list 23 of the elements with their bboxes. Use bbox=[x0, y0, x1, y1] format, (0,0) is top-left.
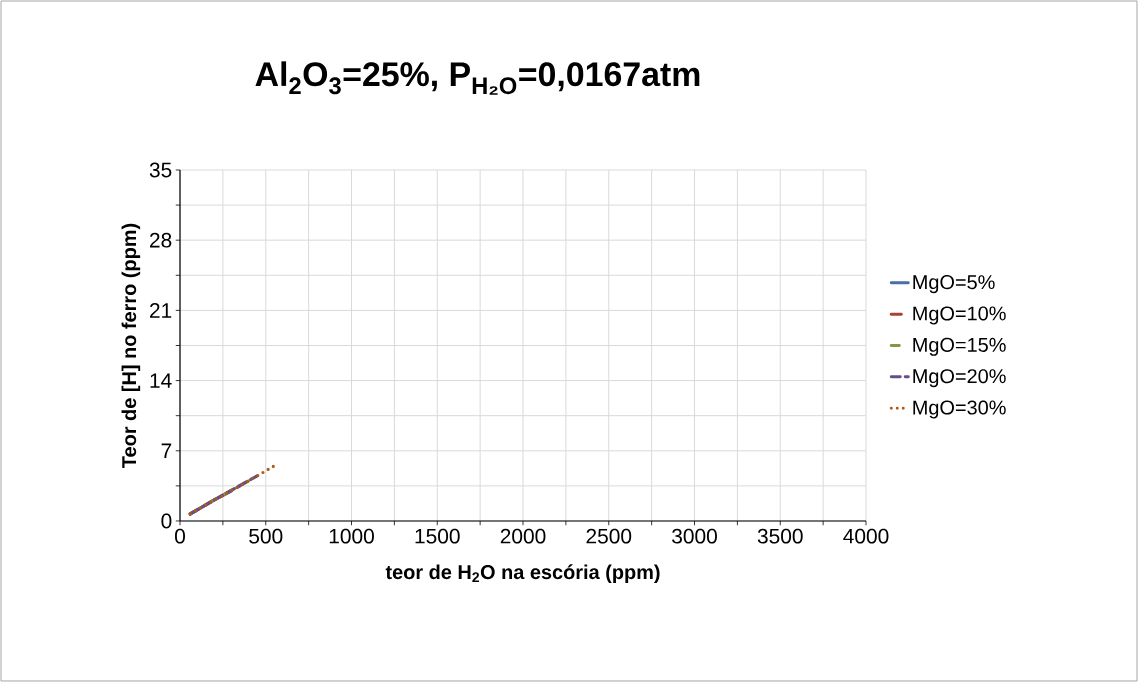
x-tick-label: 3000 bbox=[672, 528, 717, 544]
x-tick-label: 4000 bbox=[843, 528, 889, 544]
legend-label: MgO=10% bbox=[913, 306, 1006, 325]
x-axis-title: teor de H$_{2}$O na escória (ppm) bbox=[385, 564, 660, 584]
x-tick-label: 1500 bbox=[415, 528, 460, 544]
x-tick-label: 0 bbox=[175, 528, 185, 544]
x-tick-label: 3500 bbox=[757, 528, 803, 544]
x-tick-label: 500 bbox=[249, 528, 283, 544]
y-tick-label: 0 bbox=[161, 513, 172, 529]
y-tick-label: 35 bbox=[149, 162, 172, 178]
chart-title: Al$_{2}$O$_{3}$=25%, P$_{H₂O}$=0,0167atm bbox=[255, 61, 700, 95]
y-axis-title: Teor de [H] no ferro (ppm) bbox=[121, 223, 141, 468]
y-tick-label: 14 bbox=[150, 373, 172, 388]
legend-label: MgO=5% bbox=[913, 275, 995, 294]
x-tick-label: 2500 bbox=[586, 528, 632, 544]
y-tick-label: 28 bbox=[150, 232, 172, 248]
y-tick-label: 7 bbox=[161, 443, 172, 458]
legend-label: MgO=20% bbox=[913, 369, 1006, 388]
x-tick-label: 1000 bbox=[329, 528, 374, 544]
x-tick-label: 2000 bbox=[500, 528, 546, 544]
legend-label: MgO=15% bbox=[913, 337, 1006, 356]
legend-label: MgO=30% bbox=[913, 400, 1006, 419]
y-tick-label: 21 bbox=[150, 303, 172, 318]
